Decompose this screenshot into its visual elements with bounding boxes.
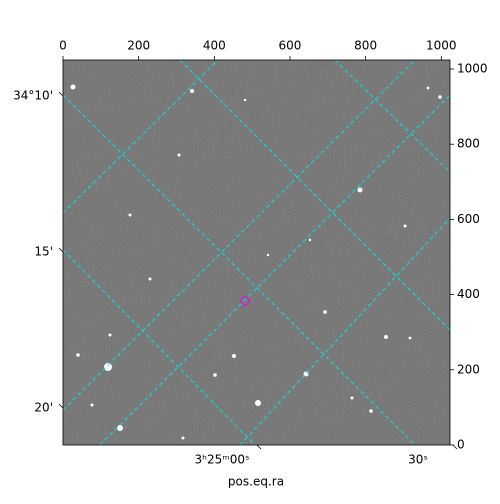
y-tick-label: 200 (457, 362, 480, 376)
target-marker (240, 296, 250, 306)
x-tick-label: 1000 (426, 39, 457, 53)
x-axis-label: pos.eq.ra (228, 475, 284, 489)
ra-tick-label: 3ʰ25ᵐ00ˢ (195, 453, 250, 467)
coordinate-grid (63, 60, 450, 445)
dec-tick (58, 247, 64, 253)
dec-tick-label: 34°10' (13, 89, 53, 103)
ra-tick-label: 30ˢ (408, 453, 428, 467)
x-tick-label: 400 (203, 39, 226, 53)
dec-tick-label: 15' (34, 245, 53, 259)
x-tick-label: 200 (127, 39, 150, 53)
x-tick-label: 800 (354, 39, 377, 53)
sky-image (63, 60, 450, 445)
dec-tick-label: 20' (34, 401, 53, 415)
dec-tick (58, 91, 64, 97)
y-tick-label: 400 (457, 287, 480, 301)
dec-tick (58, 403, 64, 409)
x-tick-label: 600 (279, 39, 302, 53)
frame (62, 59, 451, 446)
image-noise (63, 60, 450, 445)
ra-tick (256, 444, 262, 450)
y-tick-label: 600 (457, 212, 480, 226)
y-tick-label: 800 (457, 137, 480, 151)
x-tick-label: 0 (59, 39, 67, 53)
y-tick-label: 1000 (457, 62, 488, 76)
y-tick-label: 0 (457, 438, 465, 452)
ra-tick (452, 444, 458, 450)
